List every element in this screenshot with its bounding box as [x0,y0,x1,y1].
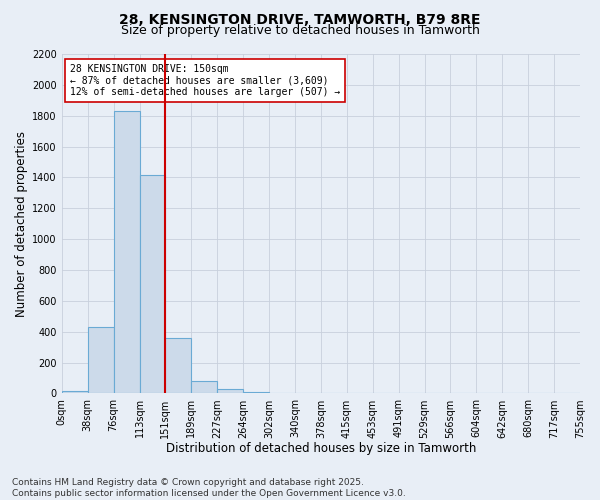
Bar [62,391,88,394]
Bar [217,388,243,394]
Y-axis label: Number of detached properties: Number of detached properties [15,130,28,316]
Bar [140,175,166,394]
Text: Size of property relative to detached houses in Tamworth: Size of property relative to detached ho… [121,24,479,37]
Text: Contains HM Land Registry data © Crown copyright and database right 2025.
Contai: Contains HM Land Registry data © Crown c… [12,478,406,498]
Bar [88,327,113,394]
Bar [113,111,140,394]
Bar [191,381,217,394]
X-axis label: Distribution of detached houses by size in Tamworth: Distribution of detached houses by size … [166,442,476,455]
Text: 28 KENSINGTON DRIVE: 150sqm
← 87% of detached houses are smaller (3,609)
12% of : 28 KENSINGTON DRIVE: 150sqm ← 87% of det… [70,64,340,98]
Bar [166,338,191,394]
Bar [243,392,269,394]
Text: 28, KENSINGTON DRIVE, TAMWORTH, B79 8RE: 28, KENSINGTON DRIVE, TAMWORTH, B79 8RE [119,12,481,26]
